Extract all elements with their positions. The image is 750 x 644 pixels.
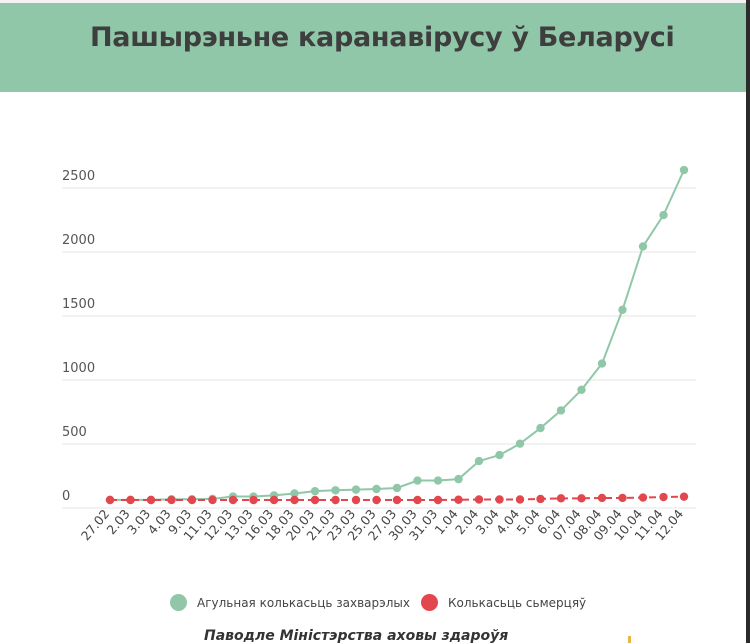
data-point-deaths: [146, 495, 156, 505]
data-point-deaths: [515, 495, 525, 504]
data-point-deaths: [638, 493, 648, 502]
data-point-deaths: [577, 494, 586, 503]
data-point-deaths: [536, 494, 545, 504]
data-point-cases: [474, 456, 484, 466]
data-point-cases: [372, 484, 381, 494]
data-point-deaths: [126, 495, 135, 505]
legend-label-cases: Агульная колькасьць захварэлых: [197, 595, 410, 610]
legend-item-cases: Агульная колькасьць захварэлых: [170, 594, 410, 611]
data-point-deaths: [105, 495, 115, 505]
series-line-cases: [110, 169, 685, 501]
y-tick-label: 0: [62, 489, 70, 504]
data-point-cases: [536, 423, 545, 433]
y-tick-label: 2500: [62, 169, 95, 184]
data-point-deaths: [454, 495, 463, 504]
data-point-deaths: [413, 495, 422, 505]
data-point-cases: [351, 485, 361, 494]
data-point-cases: [454, 474, 463, 484]
data-point-cases: [310, 486, 320, 496]
data-point-cases: [679, 165, 689, 175]
right-edge: [746, 0, 750, 643]
y-tick-label: 2000: [62, 233, 95, 248]
legend-swatch-cases: [170, 594, 187, 611]
data-point-cases: [413, 476, 422, 485]
data-point-deaths: [208, 495, 217, 505]
data-point-cases: [495, 450, 504, 460]
data-point-deaths: [167, 495, 176, 505]
y-tick-label: 1500: [62, 297, 95, 312]
data-point-cases: [638, 242, 648, 251]
line-chart: 0500100015002000250027.022.033.034.039.0…: [62, 165, 696, 543]
data-point-deaths: [495, 495, 504, 504]
data-point-cases: [392, 483, 402, 493]
data-point-deaths: [310, 495, 320, 505]
legend-swatch-deaths: [421, 594, 438, 611]
data-point-cases: [290, 489, 299, 498]
data-point-cases: [556, 406, 566, 415]
data-point-deaths: [228, 495, 238, 505]
data-point-deaths: [187, 495, 197, 505]
data-point-cases: [597, 359, 607, 368]
data-point-cases: [659, 210, 668, 220]
legend-label-deaths: Колькасьць сьмерцяў: [448, 595, 587, 610]
data-point-deaths: [372, 495, 381, 505]
data-point-cases: [577, 385, 586, 394]
data-point-deaths: [269, 495, 279, 505]
data-point-deaths: [433, 495, 443, 505]
data-point-deaths: [392, 495, 402, 505]
data-point-deaths: [597, 493, 607, 503]
legend-item-deaths: Колькасьць сьмерцяў: [421, 594, 586, 611]
data-point-deaths: [474, 495, 484, 504]
source-note: Паводле Міністэрства аховы здароўя: [204, 628, 509, 644]
legend: Агульная колькасьць захварэлых Колькасьц…: [0, 594, 746, 616]
data-point-deaths: [249, 495, 258, 505]
data-point-deaths: [556, 494, 566, 503]
y-tick-label: 500: [62, 425, 87, 440]
page-title: Пашырэньне каранавірусу ў Беларусі: [90, 22, 675, 53]
data-point-deaths: [351, 495, 361, 505]
y-tick-label: 1000: [62, 361, 95, 376]
title-banner: Пашырэньне каранавірусу ў Беларусі: [0, 0, 746, 92]
data-point-deaths: [659, 492, 668, 502]
data-point-cases: [515, 439, 525, 448]
data-point-deaths: [679, 492, 689, 501]
data-point-cases: [618, 305, 627, 314]
data-point-deaths: [290, 495, 299, 505]
data-point-cases: [433, 476, 443, 485]
data-point-deaths: [618, 493, 627, 503]
top-edge: [0, 0, 750, 3]
data-point-deaths: [331, 495, 340, 505]
data-point-cases: [331, 486, 340, 495]
decorative-mark: [628, 636, 631, 643]
